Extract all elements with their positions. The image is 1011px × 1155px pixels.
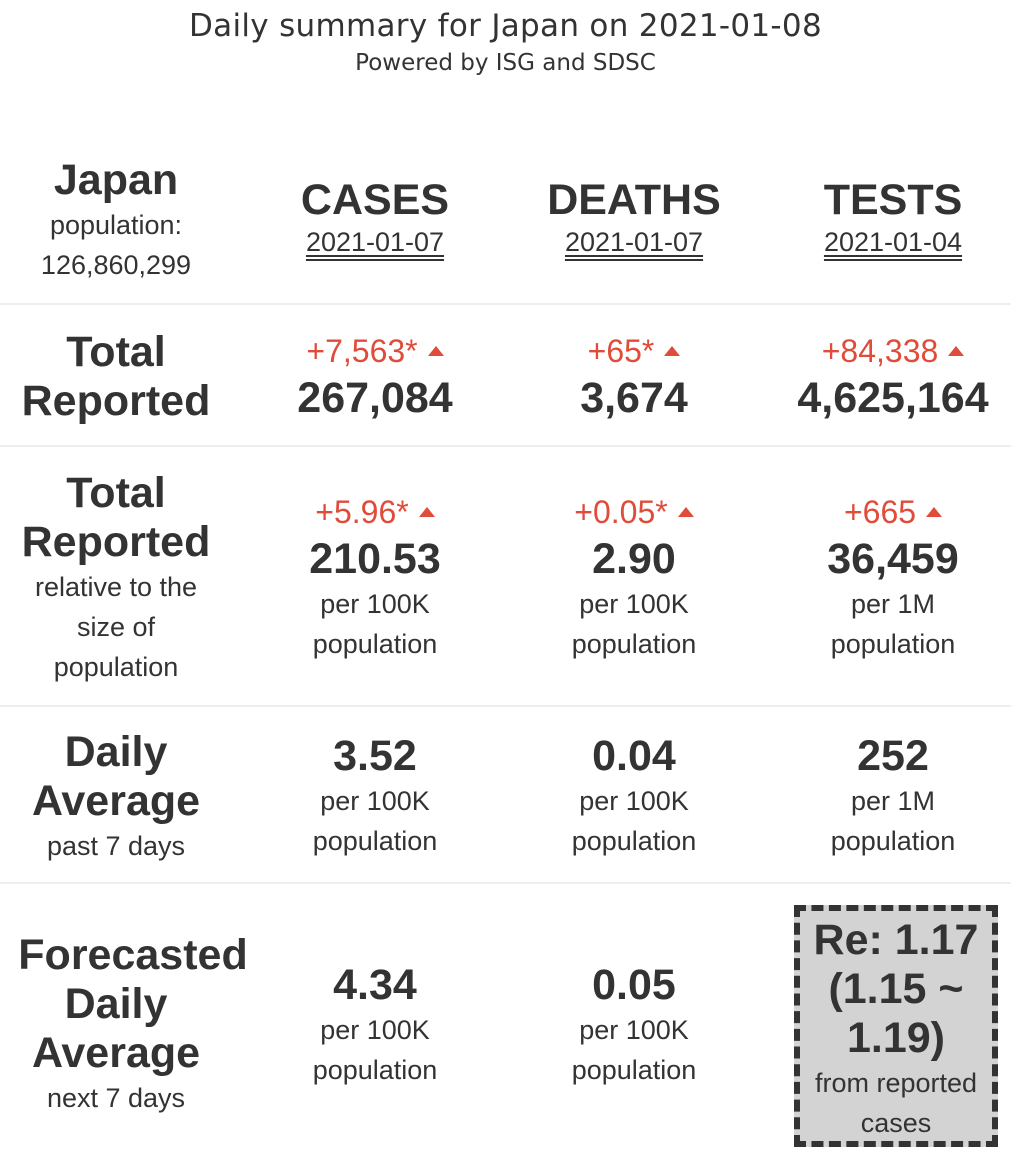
total-deaths-cell: +65* 3,674	[505, 329, 763, 423]
row-label-line: Total	[66, 328, 166, 376]
average-value: 0.04	[592, 732, 676, 780]
row-label-line: Reported	[21, 377, 211, 425]
relative-value: 36,459	[827, 535, 959, 583]
row-sublabel: population	[53, 652, 179, 682]
triangle-up-icon	[677, 506, 694, 517]
re-note: cases	[860, 1108, 932, 1138]
unit-label: per 100K	[579, 786, 689, 816]
unit-label: per 100K	[320, 589, 430, 619]
total-cases-cell: +7,563* 267,084	[245, 329, 505, 423]
page-subtitle: Powered by ISG and SDSC	[355, 50, 656, 76]
forecast-cases-cell: 4.34 per 100K population	[245, 960, 505, 1090]
row-label-forecast: Forecasted Daily Average next 7 days	[0, 931, 266, 1118]
forecast-value: 0.05	[592, 961, 676, 1009]
unit-label: population	[830, 826, 956, 856]
unit-label: per 100K	[320, 1015, 430, 1045]
re-interval: (1.15 ~	[828, 965, 964, 1013]
row-label-line: Forecasted	[18, 931, 248, 979]
row-sublabel: next 7 days	[46, 1083, 186, 1113]
unit-label: population	[571, 1055, 697, 1085]
unit-label: per 100K	[320, 786, 430, 816]
unit-label: population	[312, 826, 438, 856]
row-label-line: Daily	[64, 728, 168, 776]
relative-cases-cell: +5.96* 210.53 per 100K population	[245, 490, 505, 664]
row-label-relative: Total Reported relative to the size of p…	[0, 469, 232, 687]
row-divider	[0, 303, 1011, 305]
relative-tests-cell: +665 36,459 per 1M population	[763, 490, 1011, 664]
delta-value: +65*	[505, 329, 763, 373]
relative-value: 210.53	[309, 535, 441, 583]
row-label-line: Average	[31, 777, 201, 825]
population-label: population:	[49, 210, 183, 240]
column-date-link[interactable]: 2021-01-04	[823, 227, 963, 257]
re-estimate-box: Re: 1.17 (1.15 ~ 1.19) from reported cas…	[794, 905, 998, 1147]
population-value: 126,860,299	[40, 250, 192, 280]
column-title: DEATHS	[547, 176, 721, 224]
row-sublabel: past 7 days	[46, 831, 186, 861]
re-interval: 1.19)	[846, 1014, 945, 1062]
column-date-link[interactable]: 2021-01-07	[305, 227, 445, 257]
row-divider	[0, 445, 1011, 447]
forecast-deaths-cell: 0.05 per 100K population	[505, 960, 763, 1090]
unit-label: population	[571, 826, 697, 856]
row-label-line: Total	[66, 469, 166, 517]
delta-value: +5.96*	[245, 490, 505, 534]
row-divider	[0, 882, 1011, 884]
daily-avg-deaths-cell: 0.04 per 100K population	[505, 731, 763, 861]
triangle-up-icon	[427, 345, 444, 356]
re-note: from reported	[814, 1068, 978, 1098]
row-label-line: Daily	[64, 980, 168, 1028]
column-header-deaths: DEATHS 2021-01-07	[505, 175, 763, 259]
row-label-daily-average: Daily Average past 7 days	[0, 728, 232, 866]
unit-label: population	[830, 629, 956, 659]
unit-label: per 1M	[850, 589, 936, 619]
total-value: 3,674	[580, 374, 688, 422]
column-header-cases: CASES 2021-01-07	[245, 175, 505, 259]
triangle-up-icon	[664, 345, 681, 356]
total-tests-cell: +84,338 4,625,164	[763, 329, 1011, 423]
unit-label: per 100K	[579, 589, 689, 619]
daily-avg-cases-cell: 3.52 per 100K population	[245, 731, 505, 861]
unit-label: population	[571, 629, 697, 659]
row-sublabel: relative to the	[34, 572, 198, 602]
triangle-up-icon	[948, 345, 965, 356]
column-header-tests: TESTS 2021-01-04	[763, 175, 1011, 259]
column-date-link[interactable]: 2021-01-07	[564, 227, 704, 257]
relative-value: 2.90	[592, 535, 676, 583]
unit-label: population	[312, 629, 438, 659]
country-block: Japan population: 126,860,299	[0, 156, 232, 285]
column-title: CASES	[300, 176, 450, 224]
triangle-up-icon	[926, 506, 943, 517]
re-value: Re: 1.17	[813, 916, 979, 964]
unit-label: per 100K	[579, 1015, 689, 1045]
total-value: 267,084	[297, 374, 453, 422]
column-title: TESTS	[823, 176, 963, 224]
row-sublabel: size of	[76, 612, 156, 642]
average-value: 3.52	[333, 732, 417, 780]
delta-value: +665	[763, 490, 1011, 534]
forecast-value: 4.34	[333, 961, 417, 1009]
delta-value: +84,338	[763, 329, 1011, 373]
row-divider	[0, 705, 1011, 707]
row-label-line: Reported	[21, 518, 211, 566]
row-label-line: Average	[31, 1029, 201, 1077]
average-value: 252	[857, 732, 929, 780]
delta-value: +0.05*	[505, 490, 763, 534]
unit-label: population	[312, 1055, 438, 1085]
relative-deaths-cell: +0.05* 2.90 per 100K population	[505, 490, 763, 664]
row-label-total-reported: Total Reported	[0, 328, 232, 426]
delta-value: +7,563*	[245, 329, 505, 373]
page-title: Daily summary for Japan on 2021-01-08	[189, 8, 822, 44]
total-value: 4,625,164	[797, 374, 989, 422]
daily-avg-tests-cell: 252 per 1M population	[763, 731, 1011, 861]
unit-label: per 1M	[850, 786, 936, 816]
triangle-up-icon	[418, 506, 435, 517]
country-name: Japan	[53, 156, 179, 204]
